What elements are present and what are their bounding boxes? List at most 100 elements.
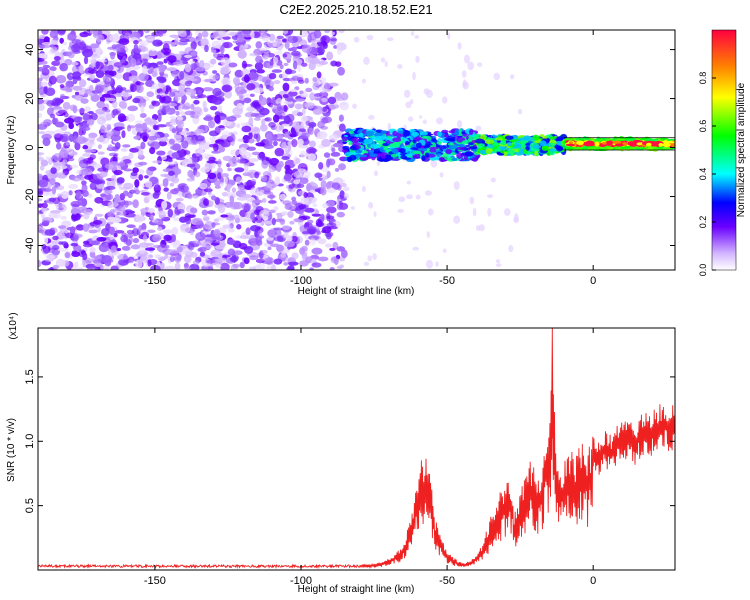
spectrogram-blob [104,163,115,169]
spectrogram-blob [513,216,519,224]
spectrogram-blob [132,167,139,174]
spectrogram-blob [267,40,278,48]
spectrogram-blob [461,70,467,78]
spectrogram-blob [71,212,81,221]
spectrogram-blob [329,36,337,45]
spectrogram-blob [261,160,269,169]
spectrogram-band-blob [399,147,406,154]
spectrogram-blob [232,106,244,116]
spectrogram-blob [104,109,111,113]
spectrogram-blob [225,116,237,122]
spectrogram-blob [477,62,483,67]
spectrogram-blob [59,93,66,100]
spectrogram-band-blob [402,130,411,137]
spectrogram-blob [314,209,320,215]
spectrogram-blob [42,64,51,69]
spectrogram-blob [125,239,132,247]
spectrogram-blob [340,92,349,101]
spectrogram-blob [288,184,295,189]
colorbar: 0.0 0.2 0.4 0.6 0.8 Normalized spectral ampl… [698,29,747,276]
spectrogram-blob [167,55,177,63]
spectrogram-blob [98,243,109,253]
spectrogram-blob [210,58,217,65]
spectrogram-blob [338,102,347,106]
spectrogram-blob [48,75,57,85]
spectrogram-blob [314,188,323,193]
spectrogram-blob [234,250,242,255]
spectrogram-band-blob [404,140,410,145]
spectrogram-blob [376,161,381,166]
spectrogram-blob [170,188,179,195]
spectrogram-band-blob [392,130,398,137]
spectrogram-band-blob [468,146,478,150]
spectrogram-core-blob [658,142,664,147]
spectrogram-blob [316,71,322,79]
spectrogram-band-blob [469,128,474,136]
spectrogram-blob [161,84,167,92]
spectrogram-core-blob [576,140,585,146]
spectrogram-blob [287,35,299,44]
spectrogram-blob [187,169,194,178]
spectrogram-blob [43,237,49,244]
spectrogram-blob [44,229,56,236]
spectrogram-blob [214,263,222,268]
spectrogram-blob [52,235,59,241]
spectrogram-blob [241,76,251,82]
spectrogram-blob [120,147,128,152]
spectrogram-blob [141,223,147,231]
spectrogram-blob [234,217,240,224]
spectrogram-blob [157,113,162,122]
spectrogram-blob [240,122,247,127]
spectrogram-blob [199,60,205,68]
spectrogram-blob [254,117,261,121]
spectrogram-blob [368,201,374,209]
spectrogram-blob [273,206,279,211]
spectrogram-band-blob [450,152,456,156]
spectrogram-blob [82,243,93,248]
colorbar-tick-label: 0.8 [698,72,708,85]
spectrogram-blob [42,44,51,49]
spectrogram-blob [149,146,156,155]
spectrogram-blob [306,226,317,234]
spectrogram-blob [105,185,116,190]
spectrogram-band-blob [413,137,422,141]
spectrogram-blob [82,153,93,157]
spectrogram-blob [120,100,128,110]
spectrogram-blob [112,108,119,116]
spectrogram-band-blob [344,151,354,156]
spectrogram-blob [118,186,130,190]
spectrogram-blob [225,184,233,189]
spectrogram-blob [255,55,263,64]
spectrogram-blob [218,146,226,153]
spectrogram-blob [297,138,304,146]
spectrogram-blob [309,238,316,246]
spectrogram-blob [99,171,108,178]
colorbar-label: Normalized spectral amplitude [736,82,747,217]
spectrogram-blob [164,105,171,113]
spectrogram-band-blob [355,145,361,150]
spectrogram-blob [335,61,342,67]
spectrogram-core-blob [662,142,671,148]
spectrogram-blob [38,98,45,105]
spectrogram-blob [146,128,156,137]
spectrogram-blob [38,173,44,181]
spectrogram-core-blob [568,141,574,145]
spectrogram-blob [60,191,69,199]
spectrogram-blob [127,105,139,112]
spectrogram-blob [305,87,313,93]
spectrogram-blob [104,189,113,194]
spectrogram-blob [283,173,292,182]
spectrogram-blob [52,106,63,111]
spectrogram-blob [373,170,379,177]
spectrogram-blob [268,200,277,204]
spectrogram-blob [495,263,502,268]
spectrogram-blob [115,74,123,79]
spectrogram-blob [167,208,174,218]
spectrogram-blob [210,105,218,111]
spectrogram-blob [49,30,59,39]
spectrogram-blob [116,210,127,216]
spectrogram-blob [56,203,67,213]
spectrogram-blob [95,34,105,43]
spectrogram-blob [130,244,141,250]
spectrogram-blob [490,177,496,183]
